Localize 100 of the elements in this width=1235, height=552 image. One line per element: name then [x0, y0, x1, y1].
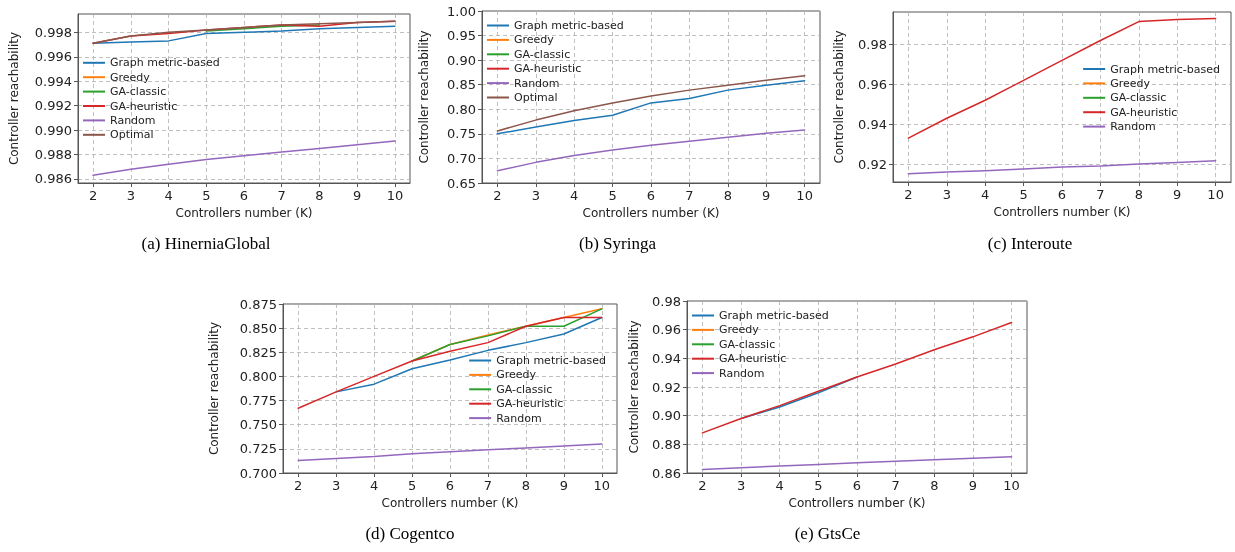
- y-tick-label: 0.875: [239, 296, 277, 312]
- x-tick-label: 6: [1057, 187, 1067, 202]
- text: (b) Syringa: [579, 234, 657, 253]
- y-tick-label: 0.88: [652, 436, 681, 452]
- x-axis-title: Controllers number (K): [788, 495, 926, 510]
- x-tick-label: 6: [646, 188, 656, 203]
- legend-label: Greedy: [110, 70, 151, 84]
- x-tick-label: 4: [164, 188, 173, 203]
- legend-label: GA-heuristic: [514, 62, 582, 76]
- y-tick-label: 0.992: [34, 98, 72, 114]
- legend-label: GA-classic: [719, 337, 776, 351]
- x-tick-label: 5: [608, 188, 617, 203]
- legend-label: GA-classic: [110, 85, 167, 99]
- y-tick-label: 0.98: [652, 293, 681, 309]
- text: (d) Cogentco: [365, 524, 455, 543]
- x-tick-label: 5: [202, 188, 211, 203]
- y-tick-label: 0.775: [239, 393, 277, 409]
- x-tick-label: 2: [88, 188, 98, 203]
- y-tick-label: 0.98: [858, 36, 887, 52]
- x-tick-label: 4: [775, 478, 784, 493]
- legend-label: GA-heuristic: [719, 352, 787, 366]
- x-tick-label: 2: [698, 478, 707, 493]
- y-axis-title: Controller reachability: [207, 321, 221, 456]
- x-tick-label: 9: [968, 478, 978, 493]
- y-axis-title: Controller reachability: [417, 30, 431, 164]
- legend-label: Graph metric-based: [110, 56, 220, 70]
- legend-label: Greedy: [514, 33, 555, 47]
- legend-label: GA-classic: [496, 382, 553, 396]
- legend-label: Random: [496, 411, 542, 425]
- legend-label: Random: [514, 76, 560, 90]
- y-tick-label: 0.65: [447, 175, 476, 191]
- y-axis-title: Controller reachability: [832, 30, 846, 164]
- x-tick-label: 8: [930, 478, 939, 493]
- legend-label: Optimal: [514, 91, 558, 104]
- y-tick-label: 0.825: [239, 344, 277, 360]
- y-tick-label: 0.92: [652, 379, 681, 395]
- x-tick-label: 10: [386, 188, 404, 203]
- legend-label: GA-classic: [1110, 91, 1167, 105]
- y-tick-label: 0.800: [239, 368, 277, 384]
- x-tick-label: 10: [593, 478, 611, 493]
- legend-label: Graph metric-based: [1110, 62, 1221, 76]
- legend-label: Greedy: [496, 368, 537, 382]
- x-tick-label: 10: [1207, 187, 1224, 202]
- y-tick-label: 0.998: [34, 24, 72, 40]
- y-tick-label: 0.725: [239, 441, 277, 457]
- y-axis-title: Controller reachability: [627, 320, 641, 454]
- y-tick-label: 0.75: [447, 126, 476, 142]
- y-tick-label: 0.996: [34, 49, 72, 65]
- x-tick-label: 8: [315, 188, 324, 203]
- x-tick-label: 2: [493, 188, 502, 203]
- legend-label: GA-classic: [514, 47, 571, 61]
- x-tick-label: 3: [332, 478, 341, 493]
- y-tick-label: 0.92: [858, 156, 887, 172]
- x-tick-label: 4: [570, 188, 579, 203]
- x-tick-label: 7: [685, 188, 694, 203]
- legend-label: Greedy: [1110, 76, 1151, 90]
- x-tick-label: 7: [891, 478, 900, 493]
- y-tick-label: 0.96: [652, 322, 681, 338]
- x-tick-label: 5: [407, 478, 417, 493]
- legend-label: Graph metric-based: [719, 309, 829, 322]
- y-tick-label: 0.80: [447, 101, 476, 117]
- x-tick-label: 10: [1003, 478, 1020, 493]
- x-tick-label: 8: [1134, 187, 1143, 202]
- x-tick-label: 3: [942, 187, 951, 202]
- x-axis-title: Controllers number (K): [582, 205, 720, 220]
- legend-label: GA-heuristic: [110, 99, 178, 113]
- y-tick-label: 0.994: [34, 73, 72, 89]
- x-tick-label: 9: [1173, 187, 1182, 202]
- y-tick-label: 0.850: [239, 320, 277, 336]
- x-axis-title: Controllers number (K): [993, 204, 1131, 219]
- x-tick-label: 6: [852, 478, 862, 493]
- y-tick-label: 0.86: [652, 465, 681, 481]
- y-tick-label: 0.95: [447, 28, 476, 44]
- legend-label: GA-heuristic: [1110, 105, 1178, 119]
- y-axis-title: Controller reachability: [7, 31, 21, 166]
- text: (e) GtsCe: [794, 524, 861, 543]
- x-tick-label: 2: [294, 478, 303, 493]
- x-tick-label: 4: [369, 478, 379, 493]
- legend-label: Graph metric-based: [496, 354, 607, 367]
- text: (c) Interoute: [987, 234, 1073, 253]
- x-tick-label: 5: [814, 478, 823, 493]
- y-tick-label: 0.986: [34, 171, 72, 187]
- x-tick-label: 9: [762, 188, 771, 203]
- legend-label: Graph metric-based: [514, 19, 624, 32]
- x-tick-label: 9: [559, 478, 568, 493]
- x-axis-title: Controllers number (K): [175, 205, 313, 220]
- legend-label: Greedy: [719, 323, 760, 337]
- y-tick-label: 0.96: [858, 76, 887, 92]
- x-tick-label: 7: [483, 478, 493, 493]
- x-tick-label: 6: [239, 188, 249, 203]
- x-tick-label: 8: [521, 478, 531, 493]
- x-tick-label: 8: [723, 188, 732, 203]
- x-tick-label: 5: [1019, 187, 1028, 202]
- x-tick-label: 2: [904, 187, 913, 202]
- y-tick-label: 0.700: [239, 465, 277, 481]
- x-tick-label: 7: [1096, 187, 1105, 202]
- y-tick-label: 0.990: [34, 122, 72, 138]
- x-axis-title: Controllers number (K): [381, 495, 519, 510]
- x-tick-label: 4: [981, 187, 990, 202]
- x-tick-label: 3: [126, 188, 135, 203]
